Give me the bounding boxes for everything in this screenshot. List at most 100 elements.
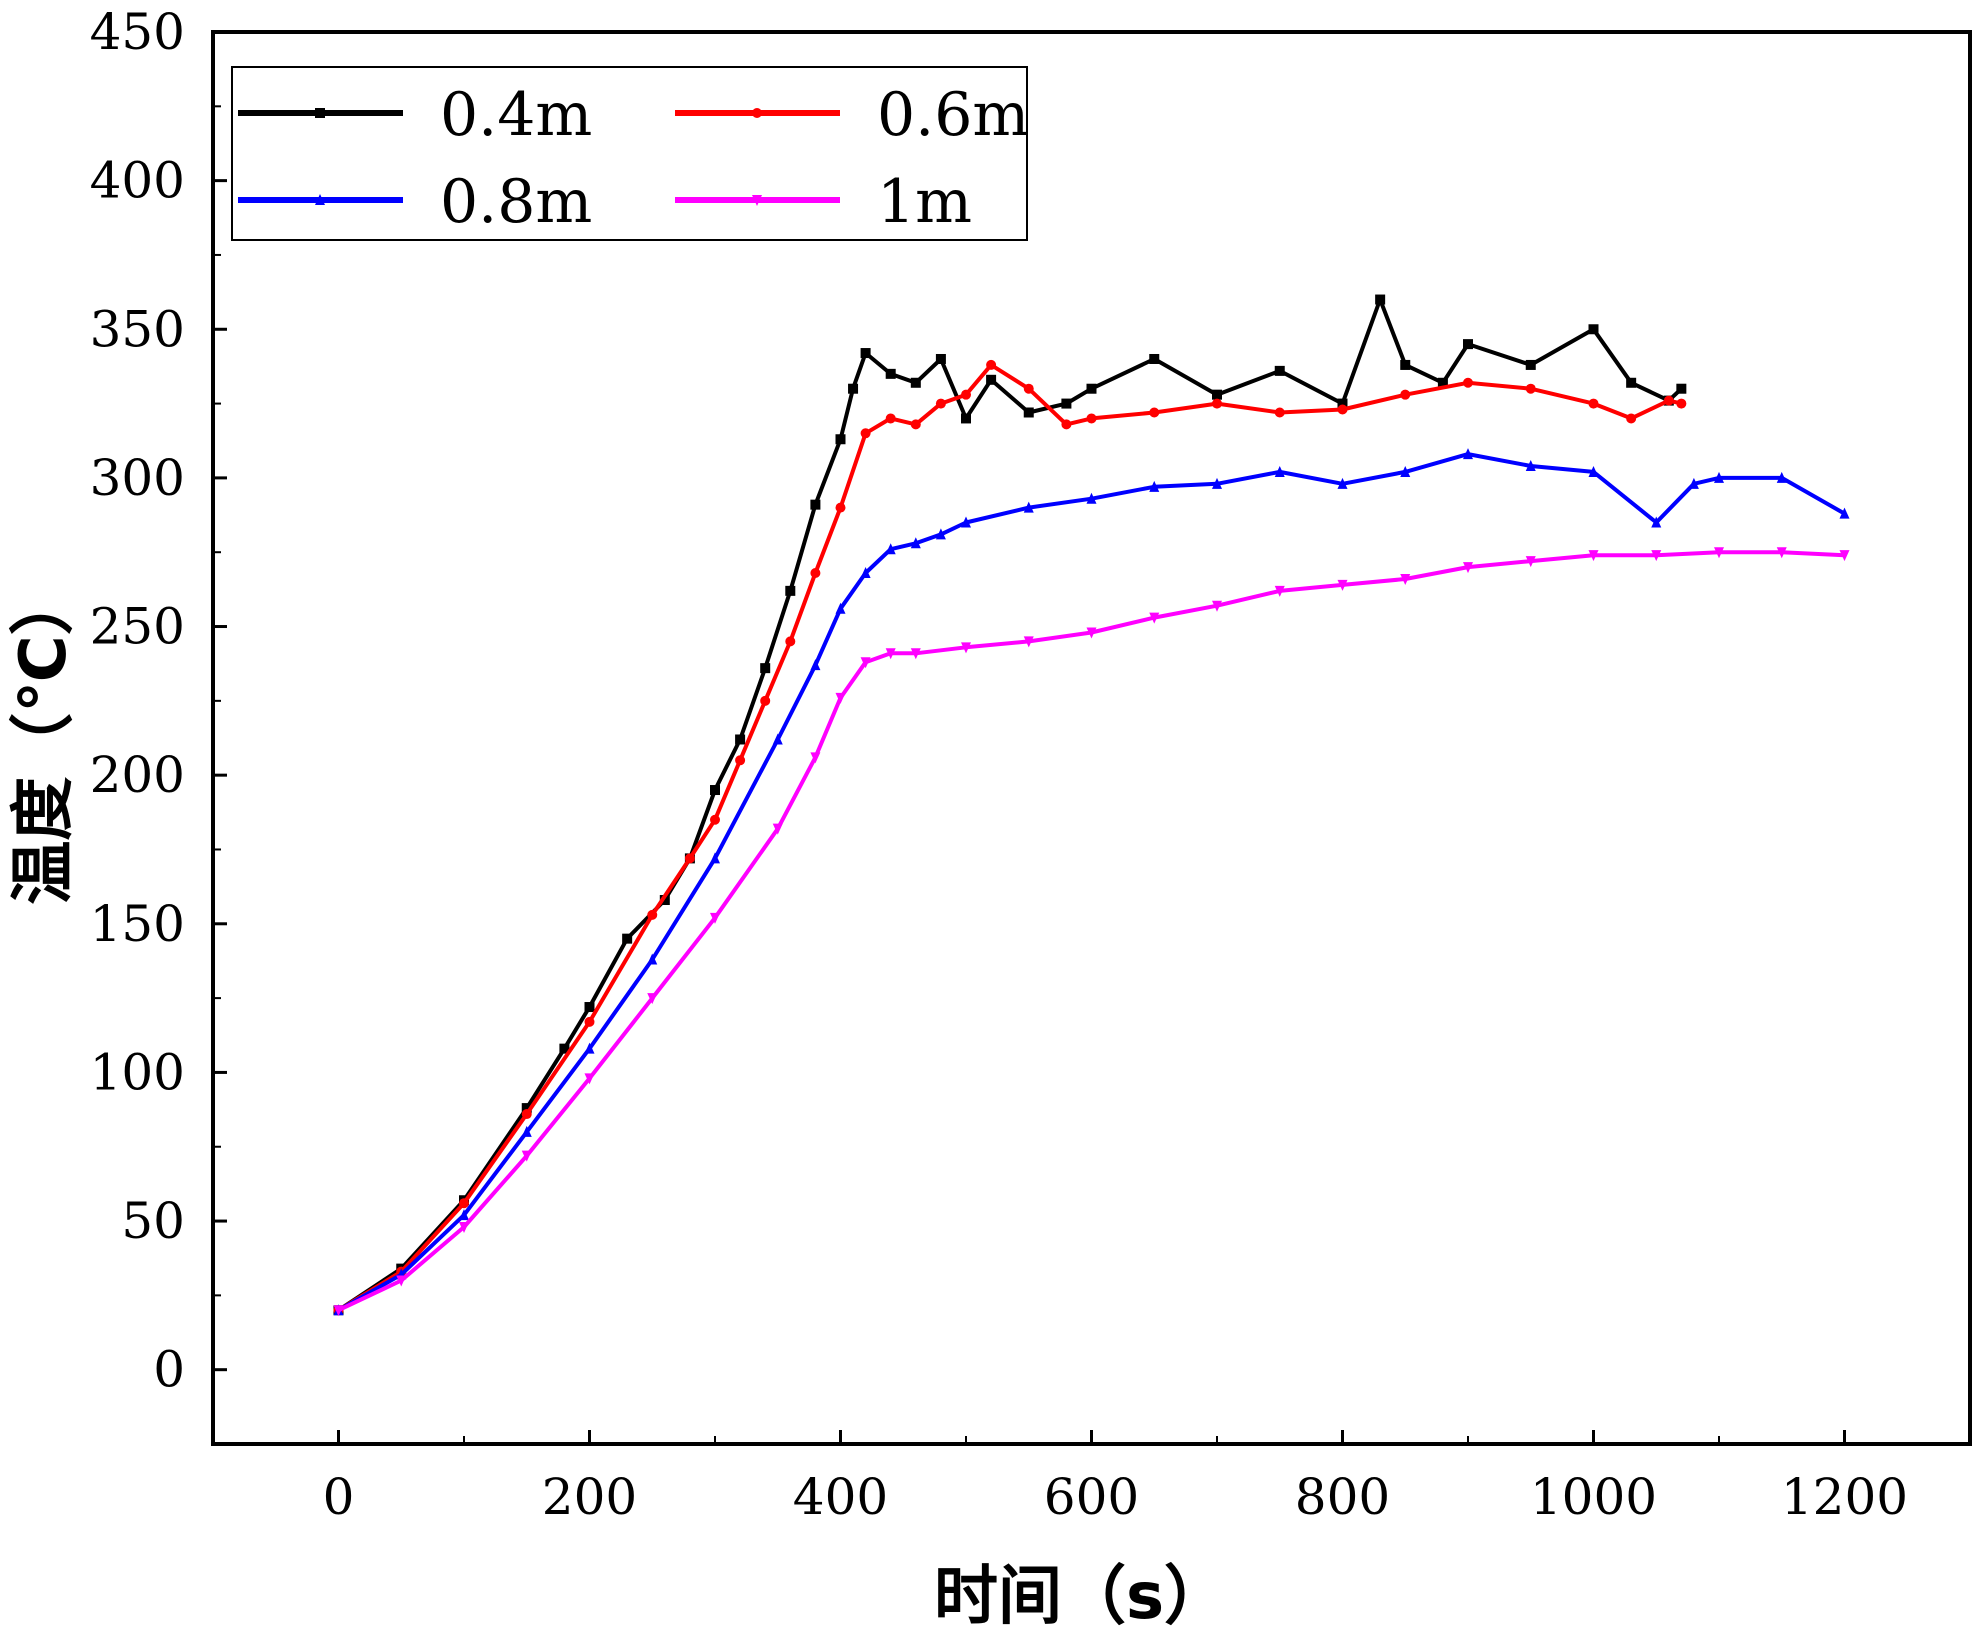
data-point: [584, 1002, 595, 1013]
data-point: [459, 1209, 469, 1221]
legend-entry: 1m: [675, 167, 972, 237]
data-point: [1626, 377, 1637, 388]
data-point: [1437, 377, 1448, 388]
legend-entry: 0.4m: [238, 80, 592, 150]
data-point: [584, 1016, 595, 1027]
data-point: [835, 502, 846, 513]
data-point: [1676, 398, 1687, 409]
data-point: [647, 909, 658, 920]
y-tick-label: 450: [90, 3, 185, 61]
plot-frame: [211, 30, 1972, 1446]
x-tick-label: 200: [542, 1468, 637, 1526]
data-point: [1023, 501, 1034, 513]
data-point: [735, 755, 746, 766]
data-point: [760, 663, 771, 674]
data-point: [752, 108, 762, 118]
data-point: [584, 1042, 595, 1054]
data-point: [1626, 413, 1637, 424]
data-point: [910, 419, 921, 430]
data-point: [1588, 398, 1599, 409]
series-line: [337, 362, 1682, 1312]
data-point: [1086, 383, 1097, 394]
data-point: [772, 823, 783, 835]
legend: 0.4m 0.6m 0.8m 1m: [231, 66, 1029, 241]
data-point: [1212, 398, 1222, 409]
data-point: [559, 1043, 570, 1054]
data-point: [772, 733, 783, 745]
data-point: [1149, 407, 1160, 418]
data-point: [1274, 465, 1285, 477]
data-point: [961, 516, 971, 528]
data-point: [1023, 636, 1034, 648]
data-point: [1663, 395, 1674, 406]
legend-label: 1m: [877, 167, 972, 237]
y-tick-label: 200: [90, 746, 185, 804]
data-point: [1337, 398, 1348, 409]
y-axis: 0 50 100 150 200 250 300 350 400 450: [90, 3, 227, 1399]
data-point: [684, 853, 695, 864]
data-point: [1714, 547, 1724, 559]
data-point: [1274, 585, 1285, 597]
data-point: [1023, 407, 1034, 418]
series-0.4m: [333, 294, 1687, 1316]
data-point: [710, 912, 720, 924]
data-point: [521, 1109, 532, 1120]
data-point: [885, 413, 896, 424]
data-point: [1588, 465, 1599, 477]
data-point: [1337, 579, 1348, 591]
data-point: [1651, 550, 1662, 562]
legend-label: 0.6m: [877, 80, 1029, 150]
data-point: [1061, 419, 1072, 430]
data-point: [835, 602, 846, 614]
data-point: [1776, 547, 1787, 559]
y-tick-label: 400: [90, 152, 185, 210]
data-point: [1588, 550, 1599, 562]
data-point: [459, 1221, 469, 1233]
data-point: [1776, 471, 1787, 483]
data-point: [1588, 324, 1599, 335]
x-tick-label: 800: [1295, 1468, 1390, 1526]
data-point: [835, 434, 846, 445]
data-point: [1676, 383, 1687, 394]
y-tick-label: 150: [90, 895, 185, 953]
x-axis: 0 200 400 600 800 1000 1200: [212, 1430, 1971, 1526]
data-point: [1337, 404, 1348, 415]
data-point: [647, 993, 658, 1005]
series-line: [337, 550, 1845, 1313]
data-point: [1651, 516, 1662, 528]
data-point: [910, 537, 921, 549]
data-point: [710, 814, 720, 825]
data-point: [885, 648, 896, 660]
data-point: [459, 1198, 469, 1209]
data-point: [1149, 353, 1160, 364]
data-point: [1149, 480, 1160, 492]
y-tick-label: 300: [90, 449, 185, 507]
data-point: [1688, 477, 1699, 489]
data-point: [935, 528, 946, 540]
y-tick-label: 350: [90, 300, 185, 358]
legend-label: 0.8m: [440, 167, 592, 237]
x-tick-label: 400: [793, 1468, 888, 1526]
data-point: [710, 852, 720, 864]
data-point: [659, 895, 670, 906]
data-point: [961, 389, 971, 400]
data-point: [1463, 448, 1473, 460]
series-0.6m: [333, 359, 1687, 1316]
legend-entry: 0.6m: [675, 80, 1029, 150]
data-point: [622, 933, 633, 944]
y-tick-label: 250: [90, 598, 185, 656]
data-point: [848, 383, 859, 394]
data-point: [1086, 627, 1097, 639]
data-point: [860, 567, 871, 579]
data-point: [1839, 507, 1850, 519]
data-point: [860, 657, 871, 669]
data-point: [910, 377, 921, 388]
data-point: [1274, 365, 1285, 376]
data-point: [1274, 407, 1285, 418]
y-axis-title: 温度（℃）: [7, 571, 81, 905]
data-point: [1337, 477, 1348, 489]
data-point: [1212, 389, 1222, 400]
data-point: [752, 195, 762, 206]
data-point: [1839, 550, 1850, 562]
data-point: [1061, 398, 1072, 409]
